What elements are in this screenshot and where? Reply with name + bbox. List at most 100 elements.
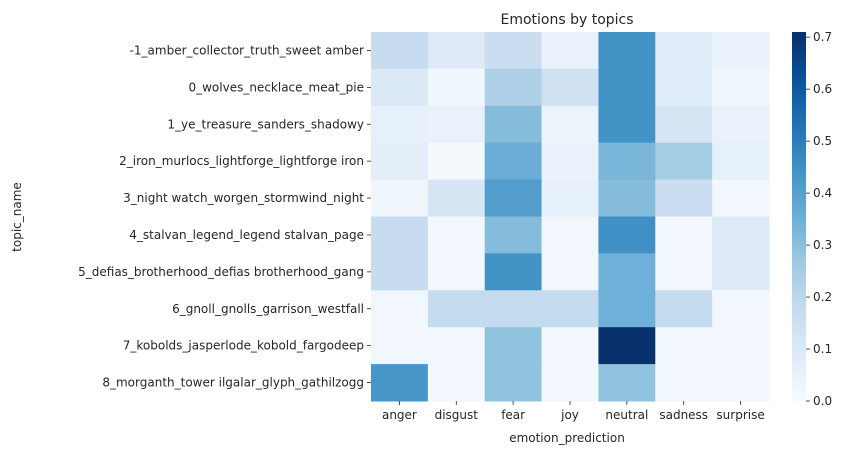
colorbar-tick-label: 0.3: [813, 238, 832, 252]
colorbar-tick-label: 0.5: [813, 134, 832, 148]
heatmap-cell: [541, 364, 599, 402]
heatmap-cell: [712, 142, 770, 181]
heatmap-cell: [655, 364, 713, 402]
x-tick-label: sadness: [659, 408, 708, 422]
colorbar-tick-label: 0.7: [813, 30, 832, 44]
colorbar-ticks: 0.0 0.1 0.2 0.3 0.4 0.5 0.6 0.7: [806, 30, 832, 408]
heatmap-cell: [655, 253, 713, 291]
heatmap-cell: [598, 32, 656, 70]
heatmap-cell: [655, 142, 713, 181]
heatmap-cell: [655, 68, 713, 107]
heatmap-cell: [484, 142, 543, 181]
heatmap-cell: [484, 364, 543, 402]
heatmap-cell: [712, 105, 770, 144]
y-tick-label: 5_defias_brotherhood_defias brotherhood_…: [78, 265, 364, 279]
heatmap-cell: [427, 105, 486, 144]
colorbar-tick-label: 0.1: [813, 342, 832, 356]
y-tick-label: 0_wolves_necklace_meat_pie: [188, 80, 364, 94]
heatmap-cell: [712, 32, 770, 70]
heatmap-cell: [371, 216, 429, 254]
heatmap-cell: [598, 68, 656, 107]
y-tick-label: 6_gnoll_gnolls_garrison_westfall: [172, 302, 364, 316]
heatmap-cell: [371, 364, 429, 402]
heatmap-cell: [484, 327, 543, 365]
x-tick-label: surprise: [716, 408, 764, 422]
heatmap-cell: [541, 142, 599, 181]
heatmap-cell: [371, 105, 429, 144]
heatmap-cell: [371, 142, 429, 181]
heatmap-cell: [598, 142, 656, 181]
heatmap-cell: [541, 216, 599, 254]
heatmap-cell: [371, 179, 429, 217]
heatmap-cell: [655, 327, 713, 365]
heatmap-cell: [712, 364, 770, 402]
heatmap-cell: [371, 253, 429, 291]
y-tick-labels: -1_amber_collector_truth_sweet amber 0_wo…: [78, 43, 371, 390]
heatmap-cell: [484, 290, 543, 328]
heatmap-cell: [484, 32, 543, 70]
heatmap-cell: [541, 290, 599, 328]
heatmap-cell: [427, 290, 486, 328]
y-tick-label: 4_stalvan_legend_legend stalvan_page: [129, 228, 364, 242]
colorbar-tick-label: 0.6: [813, 82, 832, 96]
x-tick-label: neutral: [605, 408, 648, 422]
heatmap-cell: [371, 290, 429, 328]
heatmap-cell: [427, 253, 486, 291]
heatmap-cell: [541, 327, 599, 365]
heatmap-cell: [712, 327, 770, 365]
heatmap-cell: [712, 179, 770, 217]
colorbar-tick-label: 0.4: [813, 186, 832, 200]
heatmap-cell: [598, 327, 656, 365]
y-axis-label: topic_name: [10, 182, 24, 252]
x-tick-label: disgust: [435, 408, 479, 422]
heatmap-cell: [427, 364, 486, 402]
y-tick-label: 2_iron_murlocs_lightforge_lightforge iro…: [119, 154, 364, 168]
y-tick-label: 8_morganth_tower ilgalar_glyph_gathilzog…: [102, 376, 364, 390]
heatmap-cell: [598, 364, 656, 402]
heatmap-cell: [484, 216, 543, 254]
heatmap-cell: [427, 68, 486, 107]
heatmap-cell: [712, 290, 770, 328]
y-tick-label: -1_amber_collector_truth_sweet amber: [130, 43, 364, 57]
heatmap-cell: [655, 290, 713, 328]
heatmap-cell: [712, 68, 770, 107]
heatmap-cell: [598, 179, 656, 217]
heatmap-cell: [655, 105, 713, 144]
heatmap-cell: [371, 327, 429, 365]
y-tick-label: 1_ye_treasure_sanders_shadowy: [167, 117, 364, 131]
heatmap-cell: [484, 253, 543, 291]
colorbar-tick-label: 0.0: [813, 394, 832, 408]
x-tick-label: joy: [560, 408, 579, 422]
heatmap-cell: [598, 216, 656, 254]
heatmap-cell: [484, 179, 543, 217]
heatmap-cell: [655, 216, 713, 254]
x-tick-label: fear: [501, 408, 525, 422]
heatmap-cell: [427, 216, 486, 254]
heatmap-cell: [712, 216, 770, 254]
heatmap-cell: [598, 105, 656, 144]
y-tick-label: 7_kobolds_jasperlode_kobold_fargodeep: [123, 339, 364, 353]
chart-title: Emotions by topics: [500, 12, 633, 28]
heatmap-cell: [541, 68, 599, 107]
heatmap-cell: [484, 68, 543, 107]
heatmap-cell: [427, 142, 486, 181]
heatmap-cell: [655, 179, 713, 217]
heatmap-cell: [655, 32, 713, 70]
colorbar: [792, 32, 806, 401]
heatmap-cell: [598, 253, 656, 291]
heatmap-cells: [371, 32, 770, 402]
heatmap-cell: [371, 32, 429, 70]
x-tick-label: anger: [382, 408, 417, 422]
x-axis-label: emotion_prediction: [509, 431, 625, 445]
y-tick-label: 3_night watch_worgen_stormwind_night: [123, 191, 364, 205]
heatmap-cell: [712, 253, 770, 291]
heatmap-cell: [427, 327, 486, 365]
heatmap-cell: [541, 179, 599, 217]
heatmap-cell: [541, 105, 599, 144]
colorbar-tick-label: 0.2: [813, 290, 832, 304]
heatmap-cell: [427, 179, 486, 217]
heatmap-cell: [484, 105, 543, 144]
heatmap-cell: [371, 68, 429, 107]
heatmap-cell: [598, 290, 656, 328]
